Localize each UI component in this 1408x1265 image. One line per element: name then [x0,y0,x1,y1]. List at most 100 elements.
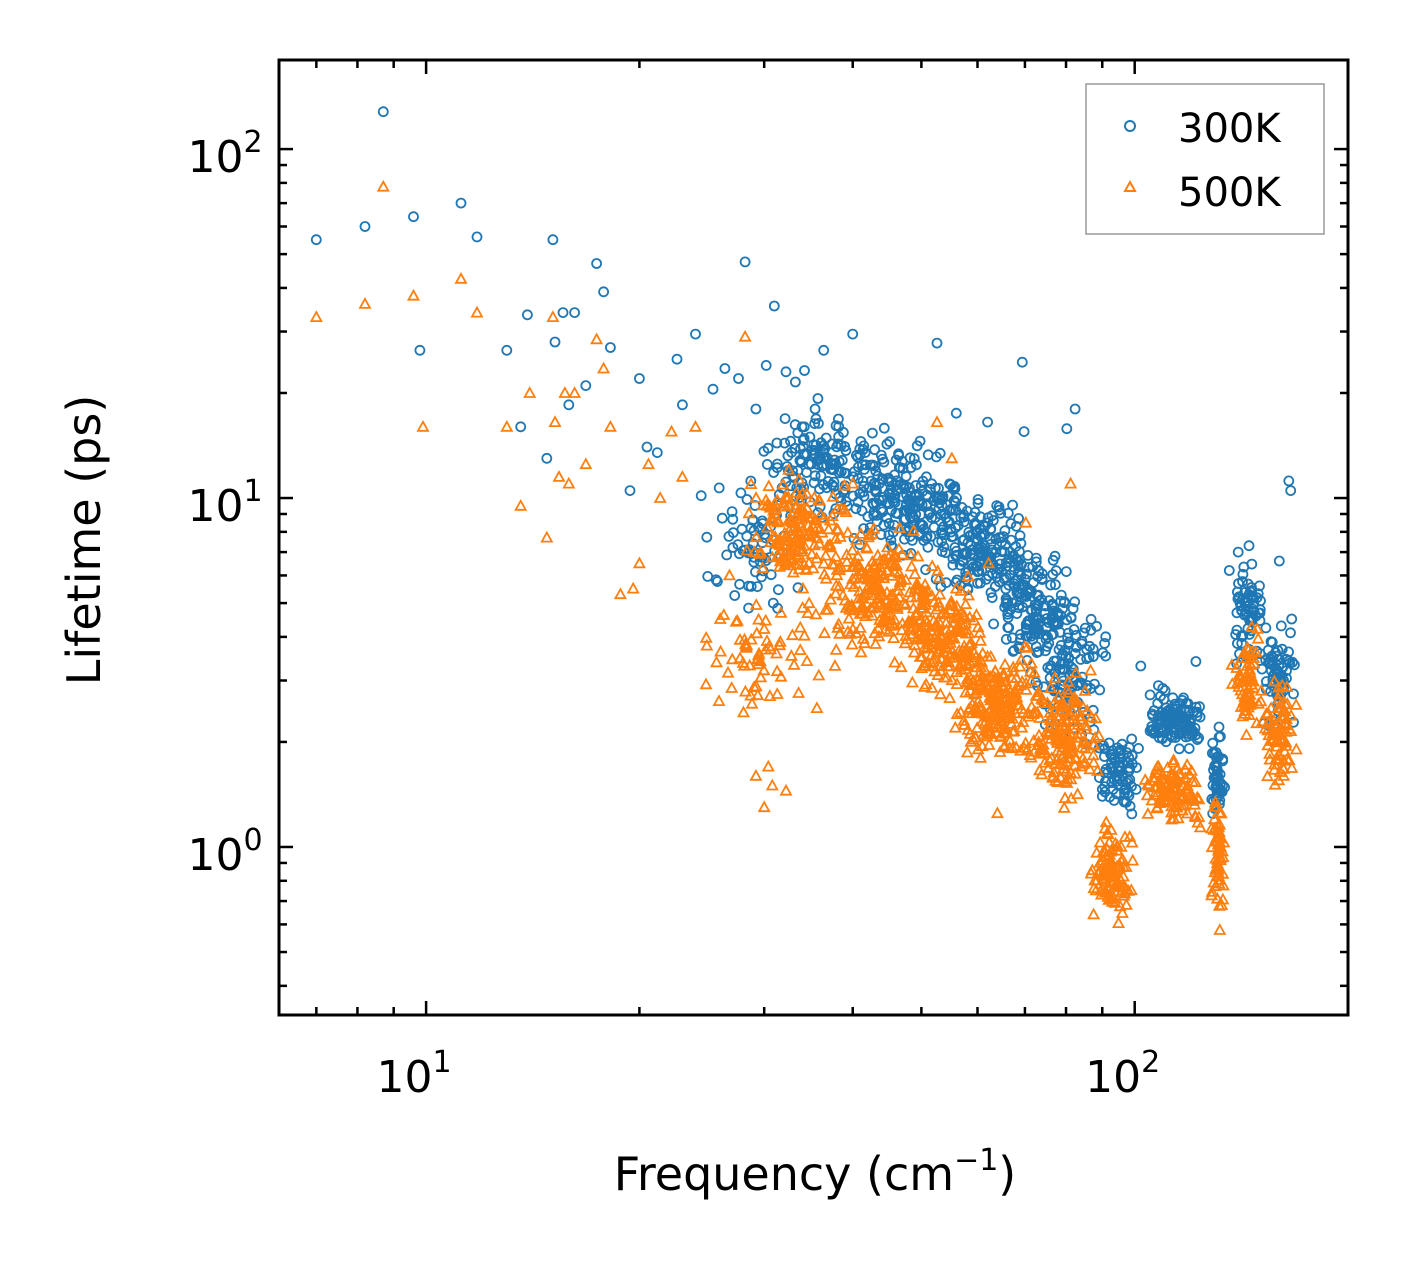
data-point-300k [979,529,991,540]
data-point-300k [1047,598,1058,610]
data-point-500k [956,648,971,661]
data-point-300k [1190,656,1202,667]
data-point-300k [852,496,864,508]
data-point-500k [1233,668,1247,681]
data-point-500k [802,524,817,537]
data-point-300k [1041,621,1053,633]
data-point-500k [1141,807,1155,819]
data-point-500k [905,559,919,572]
data-point-500k [768,496,782,509]
data-point-500k [1207,812,1221,825]
data-point-500k [982,738,996,750]
data-point-300k [905,490,917,502]
data-point-500k [1147,770,1161,783]
data-point-500k [967,613,981,626]
data-point-300k [847,328,859,340]
data-point-300k [938,521,949,533]
data-point-300k [1144,689,1156,701]
data-point-500k [972,706,986,718]
data-point-300k [690,328,701,340]
data-point-300k [1047,554,1059,566]
data-point-300k [591,258,602,269]
data-point-500k [747,680,761,692]
data-point-500k [907,645,921,658]
data-point-300k [1022,583,1034,595]
data-point-500k [309,310,323,323]
data-point-500k [1180,806,1194,819]
data-point-300k [923,509,935,520]
data-point-300k [875,529,887,541]
data-point-300k [799,448,810,460]
data-point-500k [998,738,1012,751]
data-point-300k [1130,784,1142,795]
data-point-300k [549,336,561,348]
data-point-300k [911,459,922,471]
data-point-500k [757,663,771,676]
data-point-300k [1005,518,1017,529]
data-point-300k [1131,762,1142,773]
data-point-300k [1173,743,1185,755]
data-point-500k [888,655,902,668]
data-point-300k [1022,630,1033,642]
data-point-500k [792,472,806,485]
data-point-500k [990,806,1004,819]
data-point-500k [1282,753,1296,765]
data-point-500k [817,567,831,580]
data-point-300k [1100,631,1112,643]
data-point-500k [1145,793,1159,806]
data-point-500k [875,615,889,627]
data-point-500k [907,620,921,632]
data-point-300k [947,482,959,494]
data-point-300k [758,445,770,457]
data-point-500k [842,611,856,624]
data-point-500k [750,626,764,639]
data-point-500k [1212,805,1226,818]
data-point-500k [754,670,768,683]
data-point-300k [1004,569,1016,581]
data-point-300k [911,440,923,452]
data-point-300k [1047,628,1059,640]
data-point-500k [1047,696,1061,708]
data-point-300k [377,106,389,118]
data-point-500k [925,559,939,572]
data-point-500k [784,649,798,661]
data-point-500k [713,612,727,624]
data-point-300k [1126,808,1138,820]
legend-marker-300k [1124,120,1136,132]
data-point-500k [750,652,765,665]
data-point-500k [784,513,798,526]
data-point-300k [1015,629,1026,640]
data-point-300k [651,447,663,459]
data-point-300k [1251,592,1263,604]
data-point-500k [906,523,921,536]
data-point-500k [1062,746,1076,759]
data-point-500k [892,542,906,554]
data-point-300k [1045,579,1056,591]
data-point-300k [1016,356,1028,368]
data-point-300k [988,618,999,630]
data-point-500k [1084,663,1098,676]
data-point-300k [858,463,870,475]
data-point-500k [882,607,896,620]
data-point-500k [831,620,845,633]
data-point-500k [981,649,995,662]
data-point-500k [957,718,971,730]
data-point-300k [1217,755,1229,767]
data-point-500k [975,739,989,751]
data-point-300k [901,489,912,501]
data-point-500k [795,508,809,521]
data-point-500k [1083,762,1097,775]
data-point-500k [926,654,940,667]
data-point-500k [779,783,793,796]
data-point-500k [806,561,820,574]
data-point-500k [865,554,879,567]
data-point-300k [1081,653,1093,665]
data-point-300k [1285,627,1296,639]
data-point-500k [1211,861,1225,874]
data-point-500k [876,553,890,565]
data-point-500k [745,696,759,709]
data-point-500k [568,386,582,398]
data-point-300k [695,490,707,502]
data-point-300k [1069,648,1081,659]
data-point-300k [634,373,645,384]
